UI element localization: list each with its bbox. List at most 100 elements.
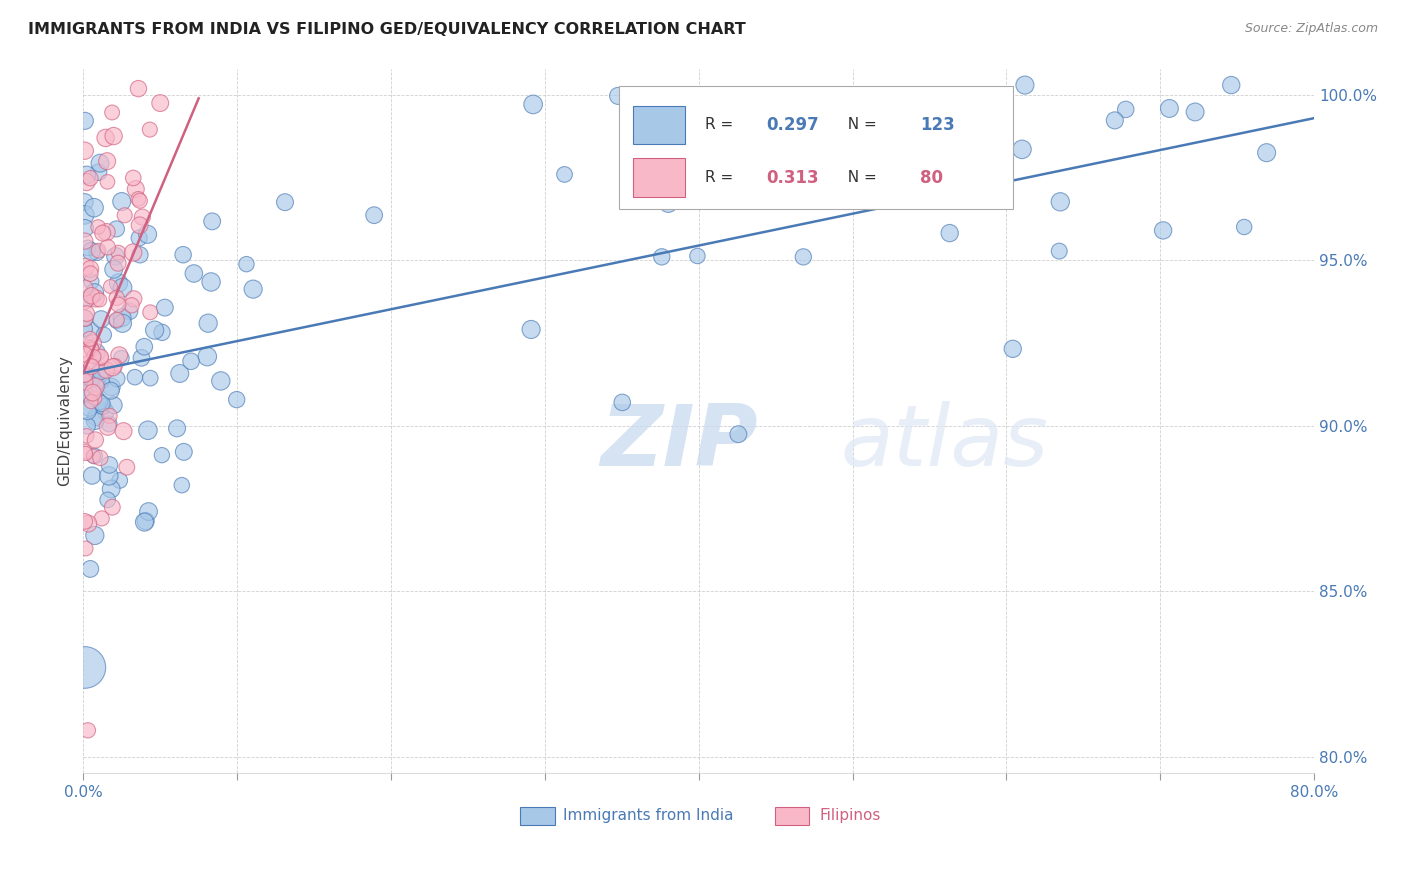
Point	[1001, 342, 1024, 356]
Point	[128, 231, 150, 245]
Point	[80, 343, 103, 357]
Text: IMMIGRANTS FROM INDIA VS FILIPINO GED/EQUIVALENCY CORRELATION CHART: IMMIGRANTS FROM INDIA VS FILIPINO GED/EQ…	[28, 22, 745, 37]
Point	[97, 492, 120, 507]
Point	[195, 350, 218, 364]
Point	[75, 175, 97, 189]
Point	[166, 421, 188, 435]
Point	[172, 248, 194, 262]
Point	[124, 370, 146, 384]
Point	[554, 168, 576, 182]
Point	[1115, 103, 1137, 117]
Point	[1256, 145, 1278, 160]
Point	[89, 156, 111, 170]
Point	[80, 359, 103, 374]
Point	[197, 316, 219, 330]
Point	[80, 394, 103, 409]
Point	[946, 183, 969, 197]
Point	[143, 323, 166, 337]
Text: Immigrants from India: Immigrants from India	[564, 808, 734, 823]
Point	[96, 225, 118, 239]
Point	[1104, 113, 1126, 128]
Point	[107, 298, 129, 312]
Point	[87, 219, 110, 234]
Point	[75, 446, 97, 460]
Point	[82, 468, 104, 483]
Point	[183, 267, 205, 281]
Point	[150, 448, 173, 462]
Text: N =: N =	[838, 170, 882, 186]
Point	[149, 96, 172, 111]
Point	[75, 541, 97, 556]
Point	[108, 474, 131, 488]
Point	[94, 131, 117, 145]
Point	[170, 478, 193, 492]
Point	[80, 275, 103, 289]
Point	[84, 410, 107, 425]
Point	[79, 324, 101, 338]
Point	[84, 433, 107, 447]
Point	[1159, 102, 1181, 116]
Point	[651, 250, 673, 264]
Point	[77, 723, 100, 738]
Point	[274, 195, 297, 210]
Point	[235, 257, 257, 271]
Point	[139, 371, 162, 385]
Point	[90, 511, 112, 525]
Point	[108, 348, 131, 362]
Point	[90, 364, 112, 378]
Point	[225, 392, 247, 407]
Point	[77, 516, 100, 531]
Point	[73, 368, 96, 382]
Text: 80: 80	[920, 169, 943, 186]
Point	[122, 171, 145, 186]
Point	[1014, 78, 1036, 92]
Point	[100, 384, 122, 398]
Point	[103, 398, 125, 412]
Point	[100, 279, 122, 293]
Point	[90, 396, 112, 410]
Text: 0.297: 0.297	[766, 116, 820, 134]
Point	[76, 418, 98, 433]
Point	[101, 105, 124, 120]
Point	[121, 298, 143, 312]
Point	[86, 245, 108, 260]
Point	[73, 294, 96, 309]
Point	[76, 168, 98, 182]
Point	[96, 175, 118, 189]
Point	[134, 515, 156, 529]
Point	[741, 176, 763, 190]
Point	[522, 97, 544, 112]
Point	[103, 129, 125, 144]
Point	[93, 327, 115, 342]
Point	[139, 305, 162, 319]
Point	[73, 515, 96, 529]
Point	[792, 250, 814, 264]
Point	[1152, 223, 1174, 237]
Point	[80, 372, 103, 386]
Point	[105, 314, 128, 328]
Point	[128, 219, 150, 233]
Point	[122, 245, 145, 260]
Point	[91, 400, 114, 414]
Point	[1184, 105, 1206, 120]
Point	[73, 322, 96, 336]
Point	[115, 460, 138, 475]
Point	[84, 379, 107, 393]
Point	[938, 226, 960, 240]
Point	[97, 240, 120, 254]
Point	[94, 405, 117, 419]
Point	[82, 385, 104, 400]
Text: atlas: atlas	[841, 401, 1049, 483]
Point	[79, 267, 101, 281]
Point	[125, 182, 148, 196]
Point	[111, 310, 134, 325]
Point	[76, 429, 98, 443]
Point	[76, 241, 98, 255]
Point	[134, 340, 156, 354]
Text: N =: N =	[838, 118, 882, 132]
Point	[75, 260, 97, 274]
Point	[150, 326, 173, 340]
Point	[76, 403, 98, 417]
Point	[97, 469, 120, 483]
Point	[103, 262, 125, 277]
